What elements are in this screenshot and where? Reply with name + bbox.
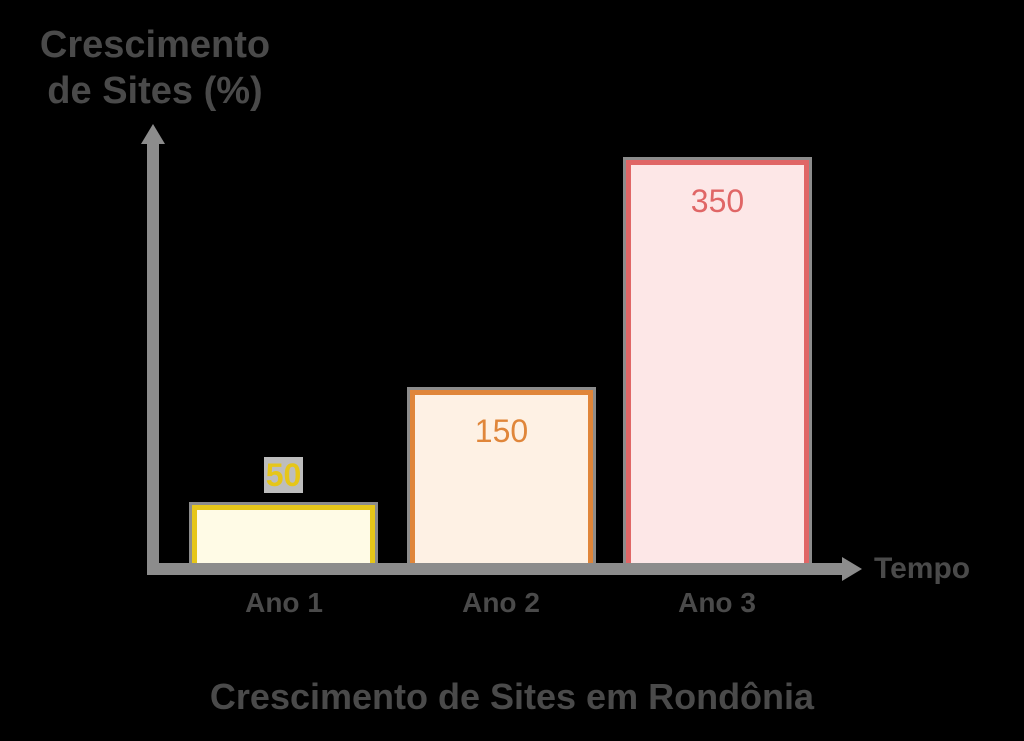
x-axis-arrow-icon <box>842 557 862 581</box>
bar-value-label: 50 <box>263 457 304 493</box>
y-axis-arrow-icon <box>141 124 165 144</box>
y-axis-title: Crescimento de Sites (%) <box>39 24 271 112</box>
chart-caption: Crescimento de Sites em Rondônia <box>209 676 815 717</box>
y-axis <box>147 140 159 575</box>
x-axis-title: Tempo <box>874 552 971 585</box>
category-label: Ano 3 <box>678 587 756 618</box>
category-label: Ano 1 <box>245 587 323 618</box>
bar: 150 <box>410 390 593 563</box>
bar <box>192 505 375 563</box>
category-label: Ano 2 <box>462 587 540 618</box>
x-axis <box>147 563 847 575</box>
bar-value-label: 150 <box>474 413 529 449</box>
bar-value-label: 350 <box>690 183 745 219</box>
bar: 350 <box>626 160 809 563</box>
